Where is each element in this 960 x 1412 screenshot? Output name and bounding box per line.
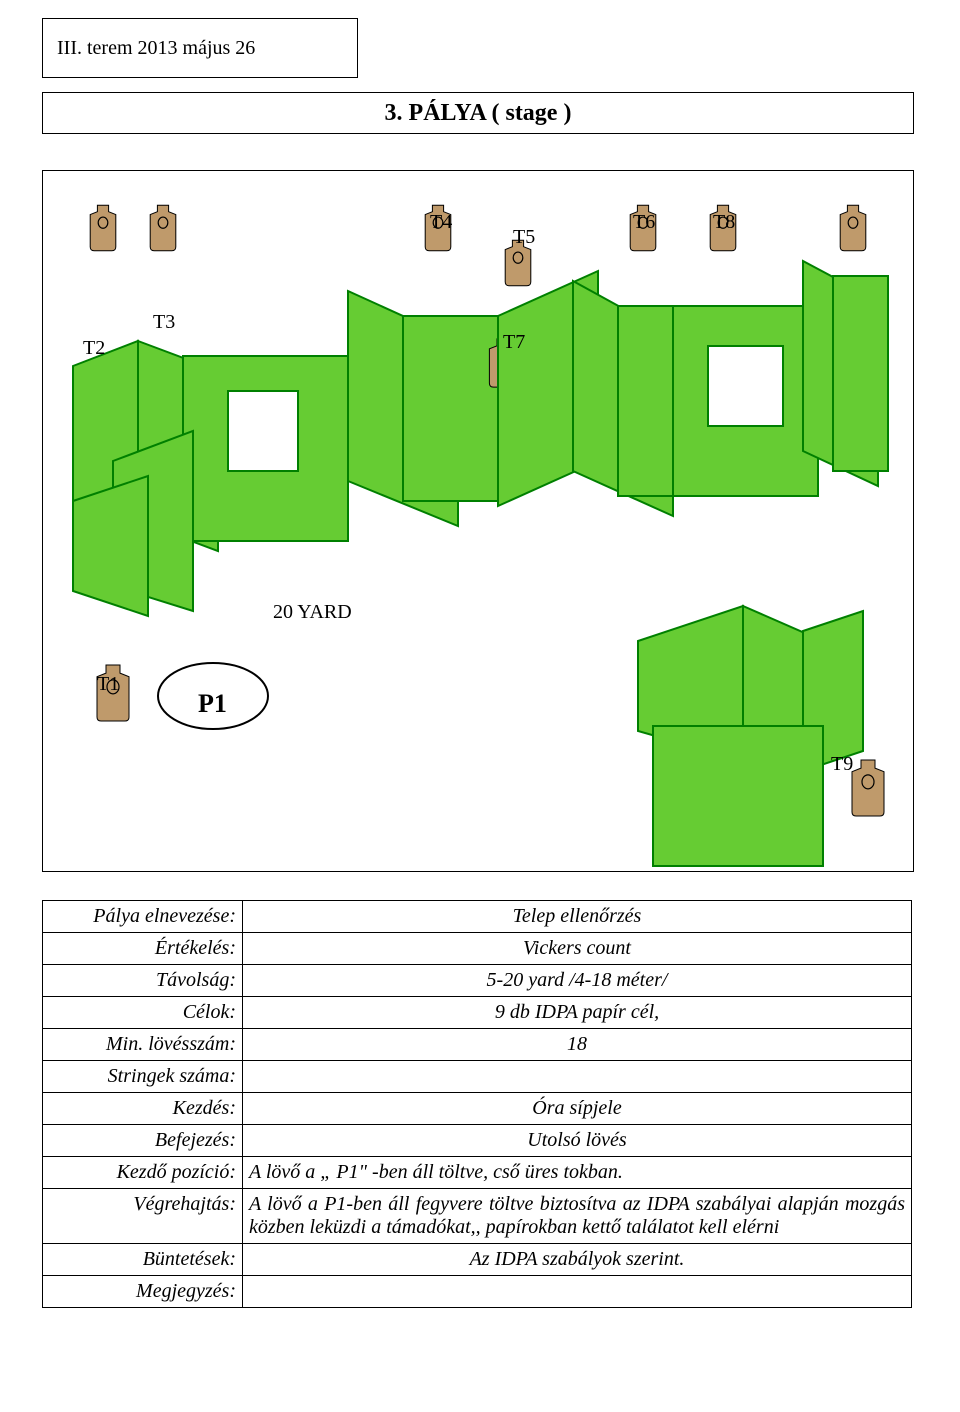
label-t1: T1: [97, 673, 119, 696]
label-t3: T3: [153, 311, 175, 334]
table-val: A lövő a P1-ben áll fegyvere töltve bizt…: [243, 1189, 912, 1244]
table-val: A lövő a „ P1" -ben áll töltve, cső üres…: [243, 1157, 912, 1189]
title-box: 3. PÁLYA ( stage ): [42, 92, 914, 134]
label-t8: T8: [713, 211, 735, 234]
label-t9: T9: [831, 753, 853, 776]
label-t2: T2: [83, 337, 105, 360]
header-box: III. terem 2013 május 26: [42, 18, 358, 78]
table-val: 5-20 yard /4-18 méter/: [243, 965, 912, 997]
table-key: Pálya elnevezése:: [43, 901, 243, 933]
page: III. terem 2013 május 26 3. PÁLYA ( stag…: [0, 0, 960, 1412]
header-text: III. terem 2013 május 26: [57, 37, 255, 60]
table-val: [243, 1061, 912, 1093]
title-text: 3. PÁLYA ( stage ): [385, 100, 572, 127]
table-val: Utolsó lövés: [243, 1125, 912, 1157]
table-val: Telep ellenőrzés: [243, 901, 912, 933]
table-key: Büntetések:: [43, 1244, 243, 1276]
table-val: Az IDPA szabályok szerint.: [243, 1244, 912, 1276]
label-t7: T7: [503, 331, 525, 354]
table-key: Végrehajtás:: [43, 1189, 243, 1244]
table-val: [243, 1276, 912, 1308]
info-table: Pálya elnevezése:Telep ellenőrzésÉrtékel…: [42, 900, 912, 1308]
table-key: Célok:: [43, 997, 243, 1029]
table-val: 9 db IDPA papír cél,: [243, 997, 912, 1029]
table-key: Befejezés:: [43, 1125, 243, 1157]
table-val: Óra sípjele: [243, 1093, 912, 1125]
label-t5: T5: [513, 226, 535, 249]
table-key: Kezdés:: [43, 1093, 243, 1125]
distance-label: 20 YARD: [273, 601, 352, 624]
table-key: Stringek száma:: [43, 1061, 243, 1093]
table-key: Min. lövésszám:: [43, 1029, 243, 1061]
diagram: T1 T2 T3 T4 T5 T6 T7 T8 T9 P1 20 YARD: [42, 170, 914, 872]
table-val: 18: [243, 1029, 912, 1061]
table-key: Értékelés:: [43, 933, 243, 965]
table-key: Megjegyzés:: [43, 1276, 243, 1308]
label-p1: P1: [198, 689, 227, 719]
table-key: Kezdő pozíció:: [43, 1157, 243, 1189]
label-t6: T6: [633, 211, 655, 234]
table-val: Vickers count: [243, 933, 912, 965]
table-key: Távolság:: [43, 965, 243, 997]
label-t4: T4: [430, 211, 452, 234]
